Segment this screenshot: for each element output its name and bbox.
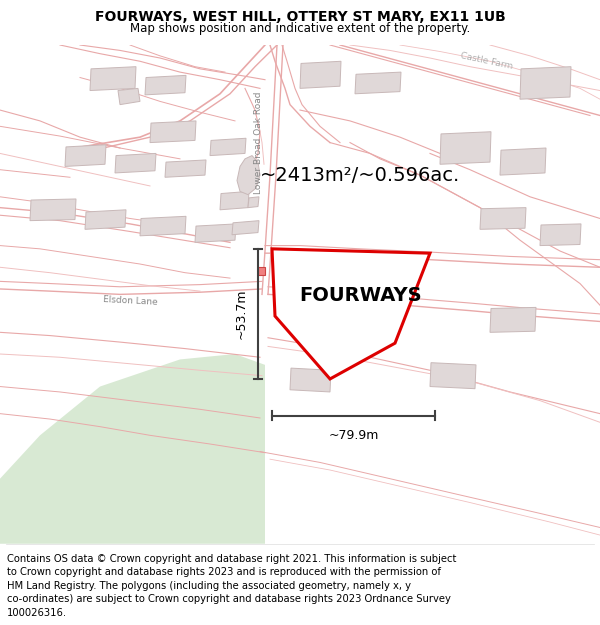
Text: ~53.7m: ~53.7m [235, 289, 248, 339]
Polygon shape [220, 191, 249, 210]
Polygon shape [290, 368, 331, 392]
Polygon shape [480, 208, 526, 229]
Text: FOURWAYS: FOURWAYS [299, 286, 422, 304]
Polygon shape [500, 148, 546, 175]
Polygon shape [520, 67, 571, 99]
Text: Castle Farm: Castle Farm [460, 51, 514, 71]
Polygon shape [140, 216, 186, 236]
Polygon shape [430, 362, 476, 389]
Polygon shape [210, 138, 246, 156]
Polygon shape [30, 199, 76, 221]
Polygon shape [65, 145, 106, 166]
Polygon shape [0, 354, 265, 544]
Polygon shape [490, 308, 536, 332]
Polygon shape [540, 224, 581, 246]
Polygon shape [248, 197, 259, 208]
Text: ~79.9m: ~79.9m [328, 429, 379, 442]
Polygon shape [90, 67, 136, 91]
Polygon shape [195, 224, 236, 243]
Polygon shape [145, 76, 186, 95]
Polygon shape [355, 72, 401, 94]
Polygon shape [272, 249, 430, 379]
Polygon shape [150, 121, 196, 142]
Polygon shape [440, 132, 491, 164]
Polygon shape [118, 88, 140, 104]
Polygon shape [85, 210, 126, 229]
Text: Lower Broad Oak Road: Lower Broad Oak Road [254, 91, 263, 194]
Text: Map shows position and indicative extent of the property.: Map shows position and indicative extent… [130, 22, 470, 35]
Text: Elsdon Lane: Elsdon Lane [103, 295, 158, 307]
Polygon shape [237, 156, 260, 194]
Polygon shape [232, 221, 259, 235]
Text: Contains OS data © Crown copyright and database right 2021. This information is : Contains OS data © Crown copyright and d… [7, 554, 457, 618]
Polygon shape [300, 61, 341, 88]
Polygon shape [165, 160, 206, 177]
Bar [258, 268, 265, 275]
Text: ~2413m²/~0.596ac.: ~2413m²/~0.596ac. [260, 166, 460, 184]
Polygon shape [115, 153, 156, 173]
Text: FOURWAYS, WEST HILL, OTTERY ST MARY, EX11 1UB: FOURWAYS, WEST HILL, OTTERY ST MARY, EX1… [95, 10, 505, 24]
